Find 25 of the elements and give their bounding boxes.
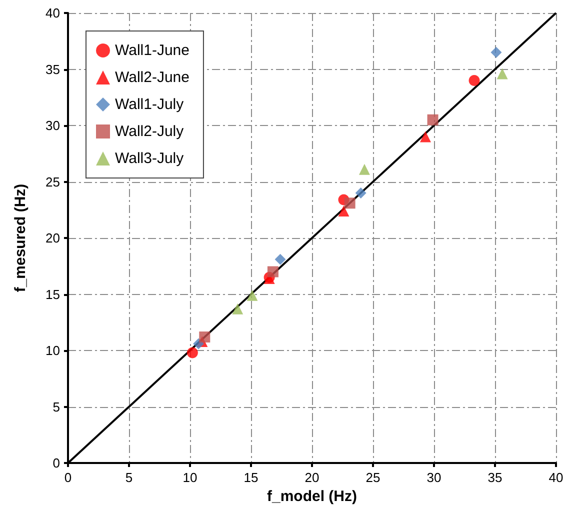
y-axis-title: f_mesured (Hz) bbox=[12, 184, 29, 292]
x-tick-label: 35 bbox=[488, 470, 502, 485]
legend-label: Wall2-July bbox=[115, 123, 184, 140]
y-tick-label: 15 bbox=[46, 286, 60, 302]
x-tick-label: 25 bbox=[366, 470, 380, 485]
legend-label: Wall1-July bbox=[115, 96, 184, 113]
y-tick-label: 30 bbox=[46, 118, 60, 133]
legend-label: Wall3-July bbox=[115, 150, 184, 167]
y-tick-label: 20 bbox=[46, 230, 60, 246]
x-tick-label: 15 bbox=[244, 470, 258, 485]
y-tick-label: 40 bbox=[46, 6, 60, 20]
x-tick-label: 5 bbox=[125, 470, 133, 485]
x-axis-title: f_model (Hz) bbox=[267, 488, 358, 505]
x-tick-label: 30 bbox=[426, 470, 442, 485]
y-tick-label: 5 bbox=[52, 399, 60, 414]
x-tick-label: 10 bbox=[182, 470, 198, 485]
y-tick-label: 35 bbox=[46, 62, 60, 77]
y-tick-label: 0 bbox=[52, 456, 60, 470]
legend-label: Wall2-June bbox=[115, 69, 190, 86]
y-tick-label: 25 bbox=[46, 174, 60, 190]
x-tick-label: 40 bbox=[548, 470, 564, 485]
legend-label: Wall1-June bbox=[115, 42, 190, 59]
y-tick-label: 10 bbox=[46, 343, 60, 358]
x-tick-label: 0 bbox=[64, 470, 72, 485]
x-tick-label: 20 bbox=[304, 470, 320, 485]
